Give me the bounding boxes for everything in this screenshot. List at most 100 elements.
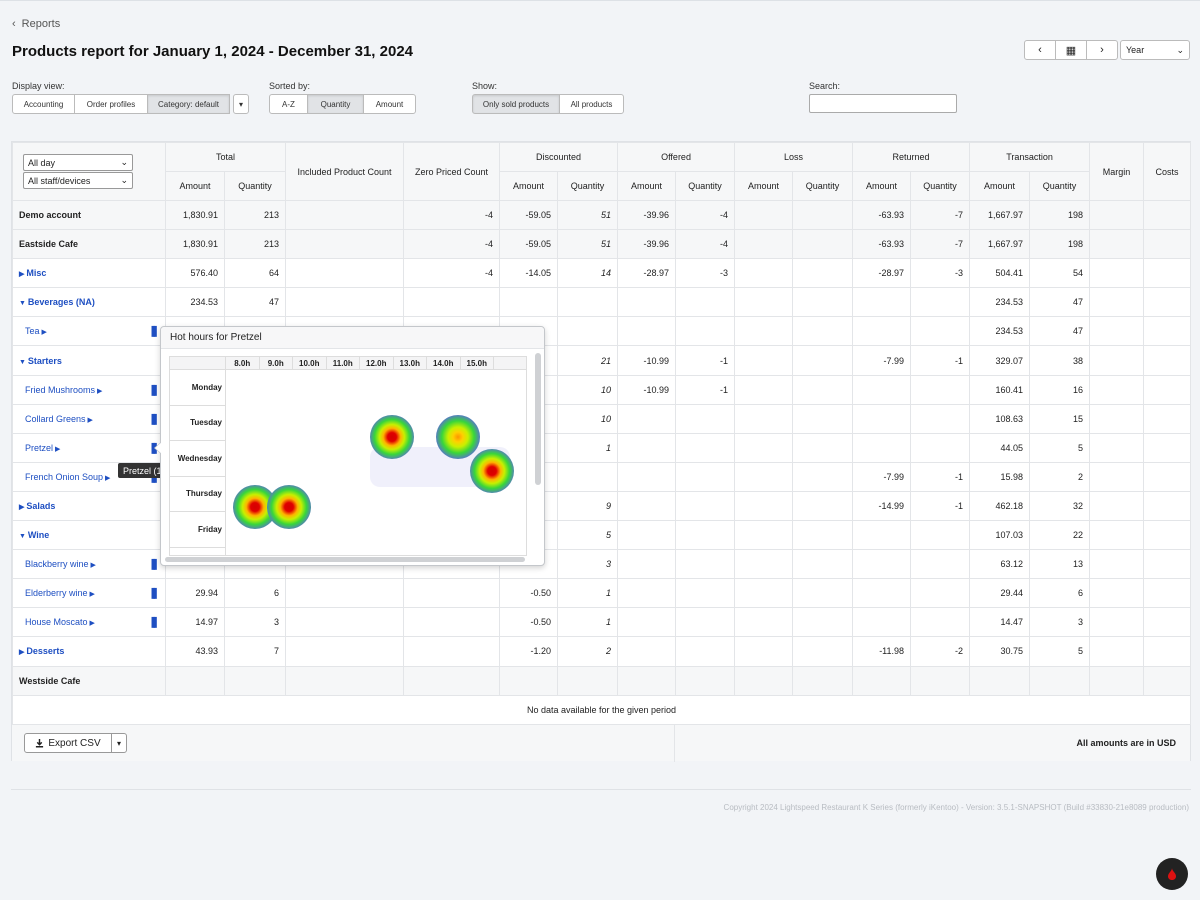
cell-ret-amt — [852, 374, 912, 405]
table-row[interactable]: ▼ Beverages (NA) 234.53 47 234.53 47 — [12, 287, 1192, 318]
sort-a-z[interactable]: A-Z — [269, 94, 308, 114]
row-name-cell[interactable]: House Moscato ▶ ▐▌ — [12, 607, 166, 638]
bar-chart-icon[interactable]: ▐▌ — [148, 384, 160, 395]
table-row[interactable]: ▶ Misc 576.40 64 -4 -14.05 14 -28.97 -3 -28.97 -3… — [12, 258, 1192, 289]
product-name[interactable]: Pretzel — [25, 442, 54, 453]
cell-tr-qty: 32 — [1029, 490, 1091, 522]
row-name-cell[interactable]: ▼ Wine — [12, 520, 166, 551]
category-name[interactable]: Starters — [27, 355, 62, 366]
export-options-dropdown[interactable]: ▾ — [111, 733, 127, 753]
category-name[interactable]: Salads — [26, 500, 56, 511]
cell-off-amt — [617, 578, 677, 609]
sort-amount[interactable]: Amount — [363, 94, 416, 114]
caret-right-icon[interactable]: ▶ — [19, 649, 27, 657]
caret-right-icon[interactable]: ▶ — [87, 591, 95, 599]
popover-horizontal-scrollbar[interactable] — [165, 557, 525, 562]
category-name[interactable]: Desserts — [26, 646, 65, 657]
caret-right-icon[interactable]: ▶ — [19, 503, 27, 511]
bar-chart-icon[interactable]: ▐▌ — [148, 413, 160, 424]
cell-off-qty: -1 — [675, 374, 736, 405]
cell-zero — [403, 287, 501, 318]
row-name-cell[interactable]: Collard Greens ▶ ▐▌ — [12, 403, 166, 434]
next-period-button[interactable]: › — [1086, 40, 1118, 60]
caret-right-icon[interactable]: ▶ — [88, 562, 96, 570]
header-offered: Offered — [617, 142, 736, 172]
row-name-cell[interactable]: ▶ Desserts — [12, 636, 166, 667]
product-name[interactable]: Elderberry wine — [25, 588, 88, 599]
caret-right-icon[interactable]: ▶ — [95, 387, 103, 395]
search-input[interactable] — [809, 94, 957, 113]
caret-down-icon[interactable]: ▼ — [19, 358, 28, 366]
table-row[interactable]: ▶ Desserts 43.93 7 -1.20 2 -11.98 -2 30.75 5 — [12, 636, 1192, 667]
popover-vertical-scrollbar[interactable] — [535, 353, 541, 485]
calendar-button[interactable]: ▦ — [1055, 40, 1087, 60]
cell-margin — [1089, 490, 1145, 522]
display-view-dropdown[interactable]: ▾ — [233, 94, 249, 114]
caret-right-icon[interactable]: ▶ — [19, 271, 27, 279]
row-name-cell[interactable]: Blackberry wine ▶ ▐▌ — [12, 549, 166, 580]
row-name-cell[interactable]: ▼ Starters — [12, 345, 166, 376]
category-name[interactable]: Wine — [27, 530, 50, 541]
show-all-products[interactable]: All products — [559, 94, 624, 114]
cell-ret-qty: -3 — [910, 258, 971, 289]
day-axis: Monday Tuesday Wednesday Thursday Friday — [170, 370, 226, 555]
cell-ret-amt: -28.97 — [852, 258, 912, 289]
back-link[interactable]: ‹ Reports — [12, 18, 60, 30]
row-name-cell[interactable]: ▶ Salads — [12, 490, 166, 522]
caret-right-icon[interactable]: ▶ — [103, 474, 111, 482]
cell-costs — [1143, 432, 1192, 463]
product-name[interactable]: Tea — [25, 326, 40, 337]
display-view-accounting[interactable]: Accounting — [12, 94, 75, 114]
time-filter-select[interactable]: All day ⌄ — [23, 154, 133, 171]
row-name-cell[interactable]: Tea ▶ ▐▌ — [12, 316, 166, 347]
category-name[interactable]: Misc — [26, 268, 47, 279]
cell-off-amt — [617, 316, 677, 347]
caret-right-icon[interactable]: ▶ — [87, 620, 95, 628]
caret-right-icon[interactable]: ▶ — [85, 416, 93, 424]
period-select[interactable]: Year ⌄ — [1120, 40, 1190, 60]
category-name[interactable]: Beverages (NA) — [27, 297, 95, 308]
row-name-cell[interactable]: ▼ Beverages (NA) — [12, 287, 166, 318]
row-name-cell[interactable]: ▶ Misc — [12, 258, 166, 289]
help-chat-button[interactable] — [1156, 858, 1188, 890]
row-name-cell[interactable]: Elderberry wine ▶ ▐▌ — [12, 578, 166, 609]
previous-period-button[interactable]: ‹ — [1024, 40, 1056, 60]
product-name[interactable]: Blackberry wine — [25, 559, 89, 570]
product-name[interactable]: Fried Mushrooms — [25, 384, 96, 395]
cell-ret-amt — [852, 607, 912, 638]
product-name[interactable]: Collard Greens — [25, 413, 86, 424]
hour-label: 15.0h — [461, 357, 494, 369]
row-name-cell[interactable]: Pretzel ▶▐▌ — [12, 432, 166, 463]
bar-chart-icon[interactable]: ▐▌ — [148, 559, 160, 570]
caret-down-icon[interactable]: ▼ — [19, 533, 28, 541]
caret-right-icon[interactable]: ▶ — [53, 445, 61, 453]
staff-filter-select[interactable]: All staff/devices ⌄ — [23, 172, 133, 189]
bar-chart-icon[interactable]: ▐▌ — [148, 326, 160, 337]
cell-total-qty: 3 — [223, 607, 287, 638]
bar-chart-icon[interactable]: ▐▌ — [148, 588, 160, 599]
header-costs-link[interactable]: Costs — [1143, 142, 1192, 201]
header-margin-link[interactable]: Margin — [1089, 142, 1145, 201]
table-row[interactable]: House Moscato ▶ ▐▌ 14.97 3 -0.50 1 14.47 3 — [12, 607, 1192, 638]
cell-disc-amt: -1.20 — [499, 636, 559, 667]
cell-ret-qty — [910, 665, 971, 696]
chevron-left-icon: ‹ — [1038, 44, 1042, 56]
table-row[interactable]: ▼ Wine 5 107.03 22 — [12, 520, 1192, 551]
product-name[interactable]: House Moscato — [25, 617, 88, 628]
bar-chart-icon[interactable]: ▐▌ — [148, 617, 160, 628]
table-row[interactable]: Elderberry wine ▶ ▐▌ 29.94 6 -0.50 1 29.44 6 — [12, 578, 1192, 609]
table-row: Westside Cafe — [12, 665, 1192, 696]
caret-down-icon[interactable]: ▼ — [19, 300, 28, 308]
cell-total-amt: 29.94 — [165, 578, 225, 609]
product-name[interactable]: French Onion Soup — [25, 471, 104, 482]
show-only-sold[interactable]: Only sold products — [472, 94, 560, 114]
display-view-order-profiles[interactable]: Order profiles — [74, 94, 148, 114]
caret-right-icon[interactable]: ▶ — [39, 329, 47, 337]
export-csv-button[interactable]: Export CSV — [24, 733, 112, 753]
row-name-cell[interactable]: Fried Mushrooms ▶ ▐▌ — [12, 374, 166, 405]
cell-loss-qty — [792, 403, 854, 434]
sort-quantity[interactable]: Quantity — [307, 94, 364, 114]
display-view-category[interactable]: Category: default — [147, 94, 230, 114]
cell-loss-amt — [734, 490, 794, 522]
table-row[interactable]: Fried Mushrooms ▶ ▐▌ 10 -10.99 -1 160.41 16 — [12, 374, 1192, 405]
